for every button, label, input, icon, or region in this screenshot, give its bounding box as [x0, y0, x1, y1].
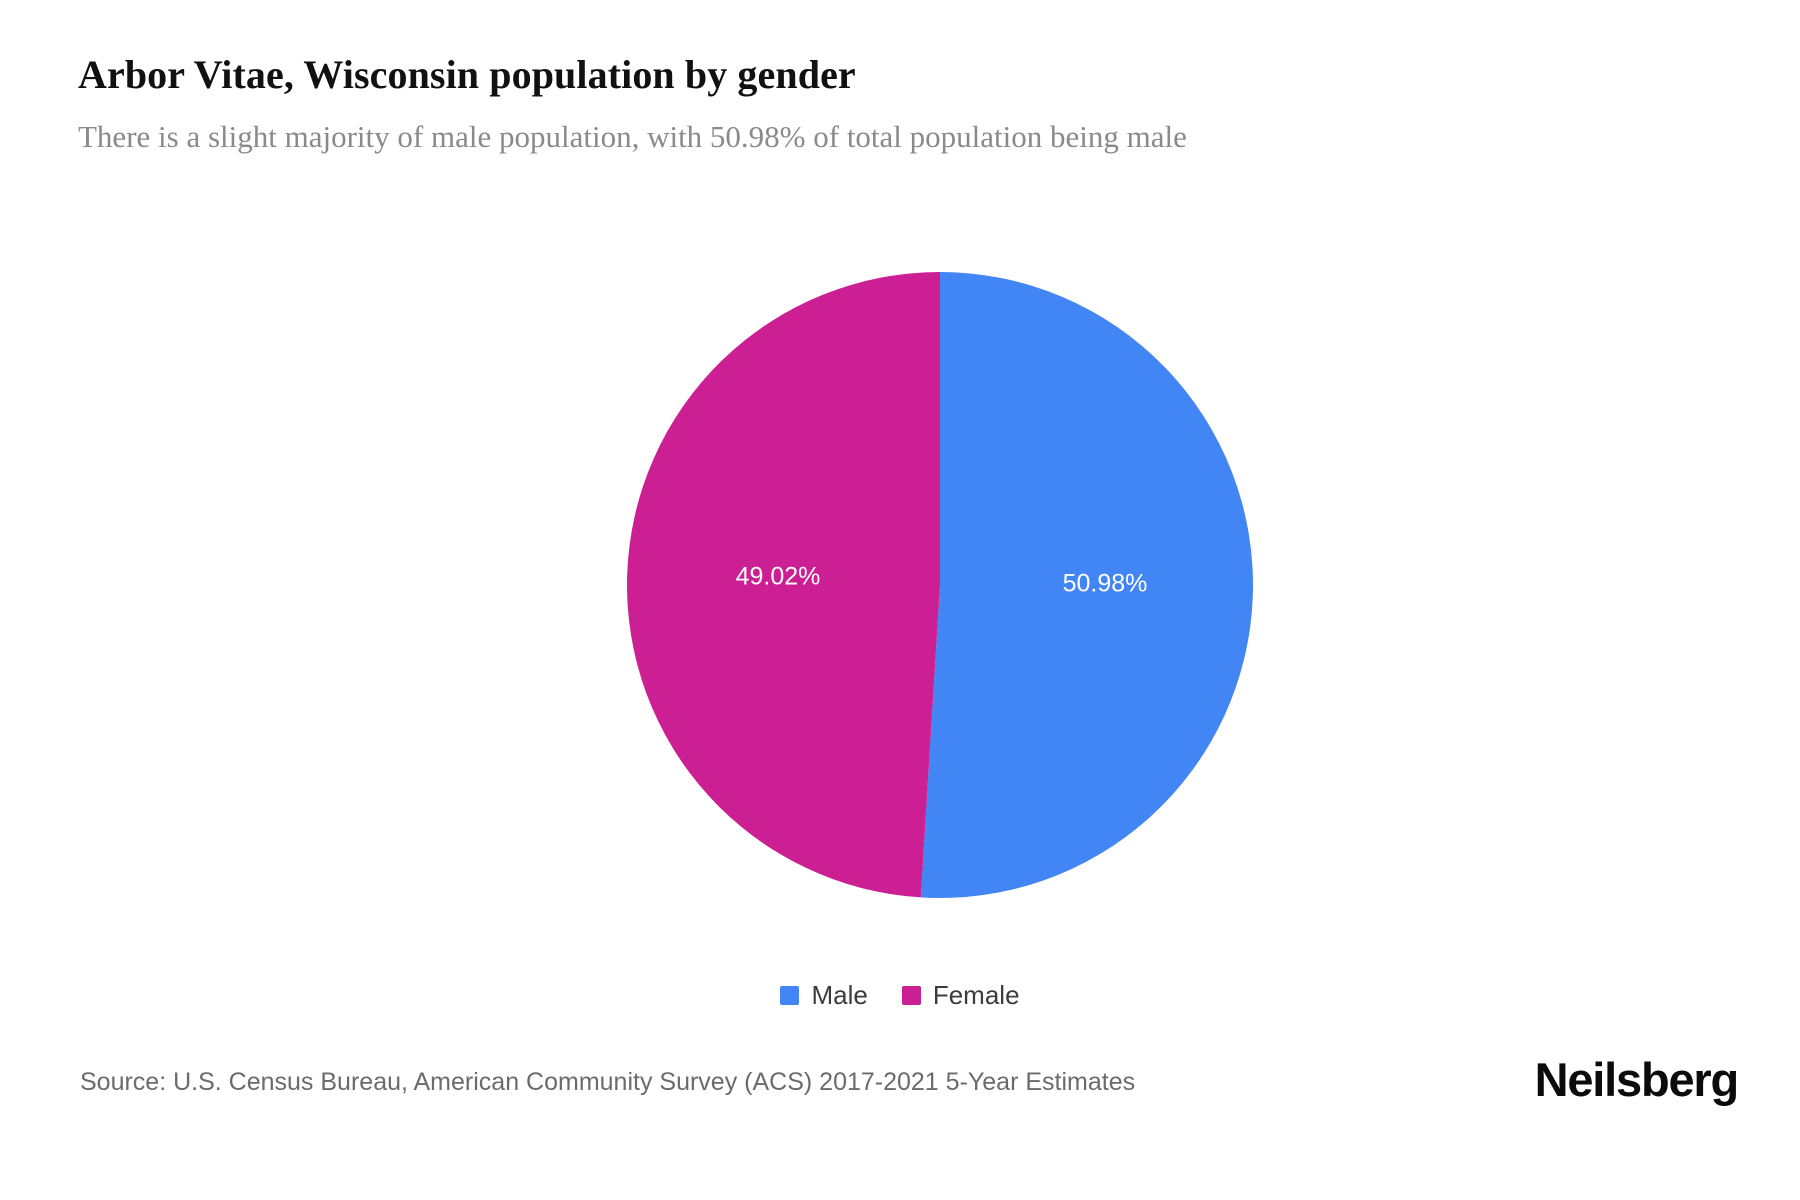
- source-note: Source: U.S. Census Bureau, American Com…: [80, 1068, 1136, 1096]
- pie-label-female: 49.02%: [736, 563, 821, 591]
- pie-slice-male[interactable]: [920, 272, 1254, 899]
- legend-label-female: Female: [932, 980, 1020, 1010]
- chart-legend: Male Female: [0, 982, 1800, 1008]
- legend-label-male: Male: [811, 980, 868, 1010]
- brand-logo: Neilsberg: [1534, 1053, 1740, 1106]
- pie-slice-female[interactable]: [627, 272, 940, 898]
- chart-subtitle: There is a slight majority of male popul…: [78, 119, 1187, 154]
- pie-label-male: 50.98%: [1063, 570, 1148, 598]
- legend-swatch-male-icon: [780, 985, 800, 1005]
- legend-swatch-female-icon: [901, 985, 921, 1005]
- page-title: Arbor Vitae, Wisconsin population by gen…: [78, 52, 856, 97]
- legend-item-female[interactable]: Female: [901, 980, 1020, 1010]
- legend-item-male[interactable]: Male: [780, 980, 868, 1010]
